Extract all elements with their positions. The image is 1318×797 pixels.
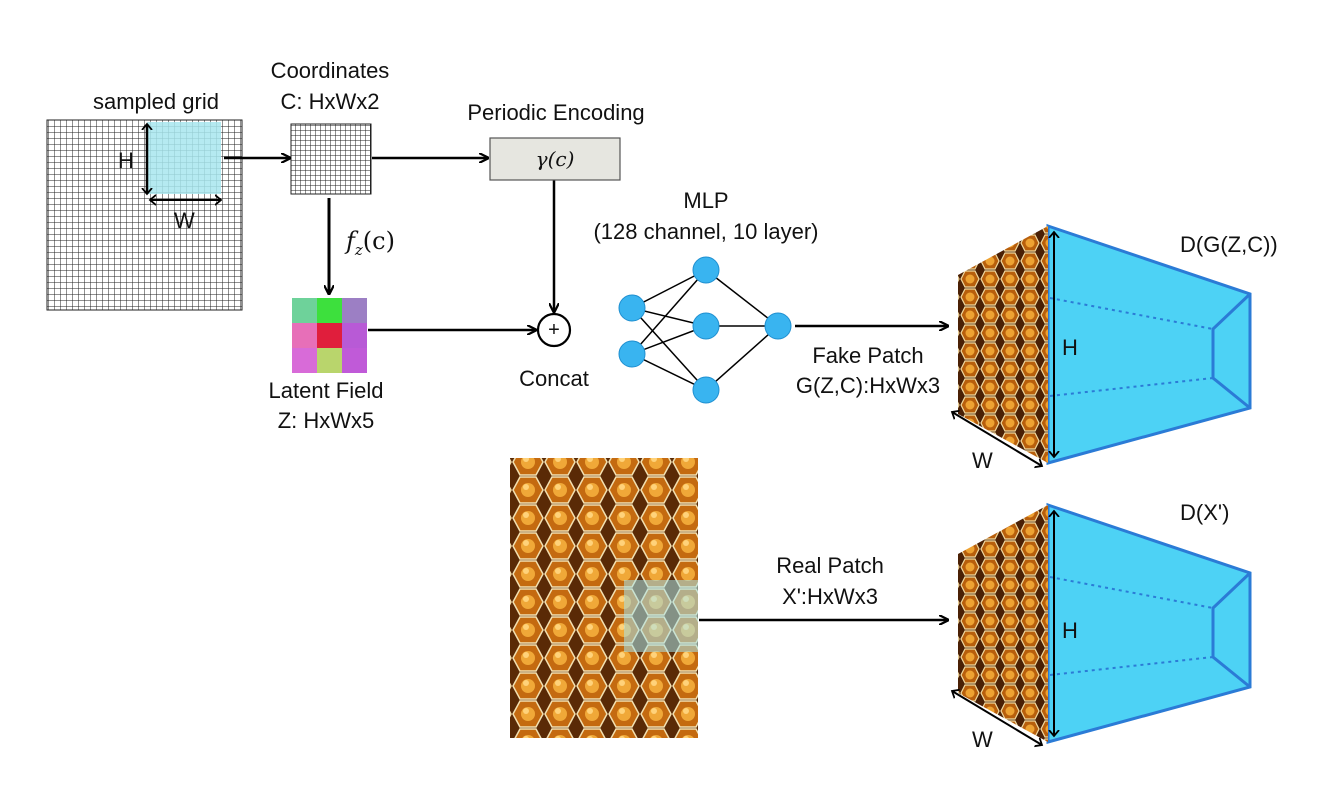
discriminator-real xyxy=(952,502,1252,745)
disc-body xyxy=(1046,223,1252,465)
mlp-edge xyxy=(705,325,779,391)
fz-symbol: f xyxy=(346,227,355,255)
mlp-node xyxy=(618,294,646,322)
fz-label: fz(c) xyxy=(346,228,395,263)
disc-real-h-label: H xyxy=(1062,618,1078,643)
mlp-node xyxy=(692,312,720,340)
fz-subscript: z xyxy=(354,240,363,259)
mlp-edge xyxy=(705,269,779,327)
latent-field xyxy=(292,298,367,373)
disc-end-face xyxy=(1211,571,1252,689)
latent-cell xyxy=(342,323,367,348)
periodic-encoding-label: Periodic Encoding xyxy=(467,100,645,125)
disc-w-arrow xyxy=(952,691,1042,745)
latent-cell xyxy=(292,348,317,373)
coordinates-grid xyxy=(290,123,372,195)
sampled-grid-label: sampled grid xyxy=(93,89,219,114)
mlp-edge xyxy=(631,307,707,391)
mlp-node xyxy=(692,256,720,284)
concat-circle xyxy=(536,312,572,348)
disc-real-w-label: W xyxy=(972,727,993,752)
latent-cell xyxy=(342,348,367,373)
mlp-spec: (128 channel, 10 layer) xyxy=(593,219,819,244)
disc-real-label: D(X') xyxy=(1180,500,1230,525)
fake-patch-title: Fake Patch xyxy=(812,343,924,368)
latent-cell xyxy=(292,323,317,348)
mlp-title: MLP xyxy=(683,188,729,213)
concat-label: Concat xyxy=(519,366,589,391)
grid-w-label: W xyxy=(174,208,195,233)
latent-cell xyxy=(317,298,342,323)
sampled-grid xyxy=(46,119,243,311)
latent-cell xyxy=(292,298,317,323)
grid-highlight xyxy=(147,122,221,194)
latent-field-title: Latent Field xyxy=(268,378,384,403)
latent-cell xyxy=(342,298,367,323)
encoding-box xyxy=(489,137,621,181)
mlp-node xyxy=(764,312,792,340)
grid-h-label: H xyxy=(118,148,134,173)
disc-w-arrow xyxy=(952,412,1042,466)
disc-front-face xyxy=(958,505,1048,742)
disc-body xyxy=(1046,502,1252,744)
concat-symbol: + xyxy=(548,319,560,341)
fake-patch-shape: G(Z,C):HxWx3 xyxy=(795,373,941,398)
mlp-edge xyxy=(631,269,707,355)
latent-cell xyxy=(317,323,342,348)
mlp-edge xyxy=(631,353,707,391)
real-honeycomb-image xyxy=(510,458,698,738)
disc-end-face xyxy=(1211,292,1252,410)
disc-fake-w-label: W xyxy=(972,448,993,473)
mlp-node xyxy=(618,340,646,368)
mlp-node xyxy=(692,376,720,404)
disc-front-face xyxy=(958,226,1048,463)
real-patch-highlight xyxy=(624,580,698,652)
fz-argument: (c) xyxy=(362,227,395,255)
discriminator-fake xyxy=(952,223,1252,466)
real-patch-title: Real Patch xyxy=(776,553,884,578)
real-patch-shape: X':HxWx3 xyxy=(782,584,878,609)
disc-fake-label: D(G(Z,C)) xyxy=(1180,232,1278,257)
coordinates-shape: C: HxWx2 xyxy=(280,89,380,114)
latent-field-shape: Z: HxWx5 xyxy=(277,408,375,433)
disc-fake-h-label: H xyxy=(1062,335,1078,360)
mlp-edge xyxy=(631,269,707,309)
mlp-network xyxy=(618,256,792,404)
gamma-label: γ(c) xyxy=(535,147,575,171)
coordinates-title: Coordinates xyxy=(270,58,390,83)
latent-cell xyxy=(317,348,342,373)
